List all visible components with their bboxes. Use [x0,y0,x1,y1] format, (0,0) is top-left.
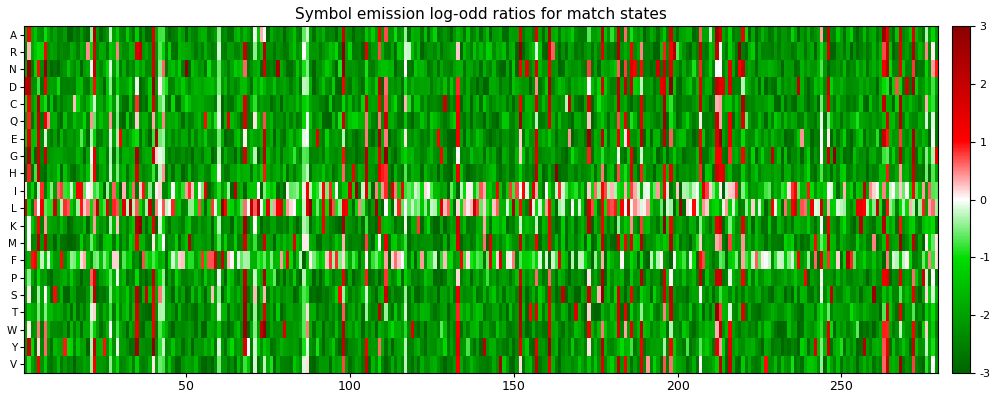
Title: Symbol emission log-odd ratios for match states: Symbol emission log-odd ratios for match… [295,7,667,22]
